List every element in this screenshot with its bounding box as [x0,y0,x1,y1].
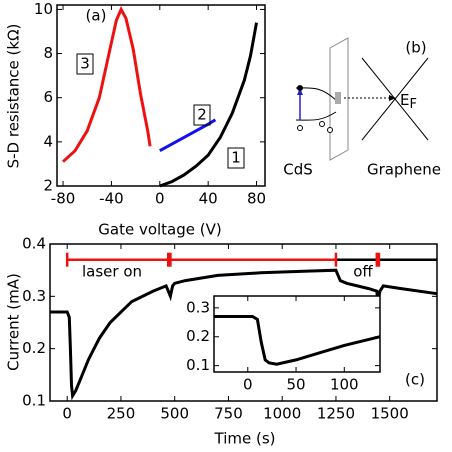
y-tick-label: 0.2 [22,339,46,357]
x-tick-label: 250 [107,405,136,423]
x-tick-label: 50 [286,376,305,394]
series-label: off [353,263,373,281]
plot-frame [56,4,266,187]
arrow-head [389,95,396,101]
x-tick-label: 500 [160,405,189,423]
y-tick-label: 0.3 [22,287,46,305]
data-line [159,22,258,188]
x-tick-label: -40 [99,190,124,208]
hole [327,127,333,133]
y-tick-label: 10 [34,0,53,18]
x-tick-label: 80 [247,190,266,208]
material-label: Graphene [367,161,441,179]
x-tick-label: 100 [330,376,359,394]
y-tick-label: 0.2 [186,327,210,345]
material-label: CdS [283,161,313,179]
y-tick-label: 0.1 [186,356,210,374]
series-label: 2 [197,106,207,124]
y-tick-label: 0.4 [22,235,46,253]
panel-label: (a) [86,7,107,25]
fermi-subscript: F [409,97,416,112]
x-tick-label: 0 [62,405,72,423]
x-tick-label: 750 [214,405,243,423]
data-line [50,268,438,401]
x-tick-label: 1000 [263,405,301,423]
x-axis-label: Time (s) [214,430,276,448]
fermi-level: EF [400,91,417,112]
band-diagram [295,37,429,161]
y-axis-label: Current (mA) [5,273,23,371]
hole [297,125,303,131]
x-axis-label: Gate voltage (V) [98,221,221,239]
panel-label: (b) [405,39,426,57]
label-box [76,53,94,75]
y-tick-label: 4 [43,132,53,150]
trap-state [335,92,341,104]
dirac-cone [361,57,429,141]
data-line [159,118,217,153]
fermi-symbol: E [400,91,409,109]
x-tick-label: 0 [155,190,165,208]
series-label: 3 [80,55,90,73]
y-tick-label: 8 [43,44,53,62]
x-tick-label: 1500 [371,405,409,423]
x-tick-label: 0 [243,376,253,394]
y-tick-label: 6 [43,88,53,106]
series-label: laser on [82,263,142,281]
y-tick-label: 2 [43,177,53,195]
x-tick-label: 1250 [317,405,355,423]
arrow-head [297,88,303,95]
label-box [227,147,245,169]
data-line [214,315,381,366]
label-box [193,104,211,126]
valence-band [295,111,337,121]
panel-label: (c) [405,371,425,389]
hole [319,121,325,127]
y-tick-label: 0.3 [186,298,210,316]
x-tick-label: 40 [199,190,218,208]
series-label: 1 [231,149,241,167]
y-axis-label: S-D resistance (kΩ) [5,24,23,169]
x-tick-label: -80 [51,190,76,208]
electron [297,85,303,91]
y-tick-label: 0.1 [22,392,46,410]
data-line [61,5,152,163]
